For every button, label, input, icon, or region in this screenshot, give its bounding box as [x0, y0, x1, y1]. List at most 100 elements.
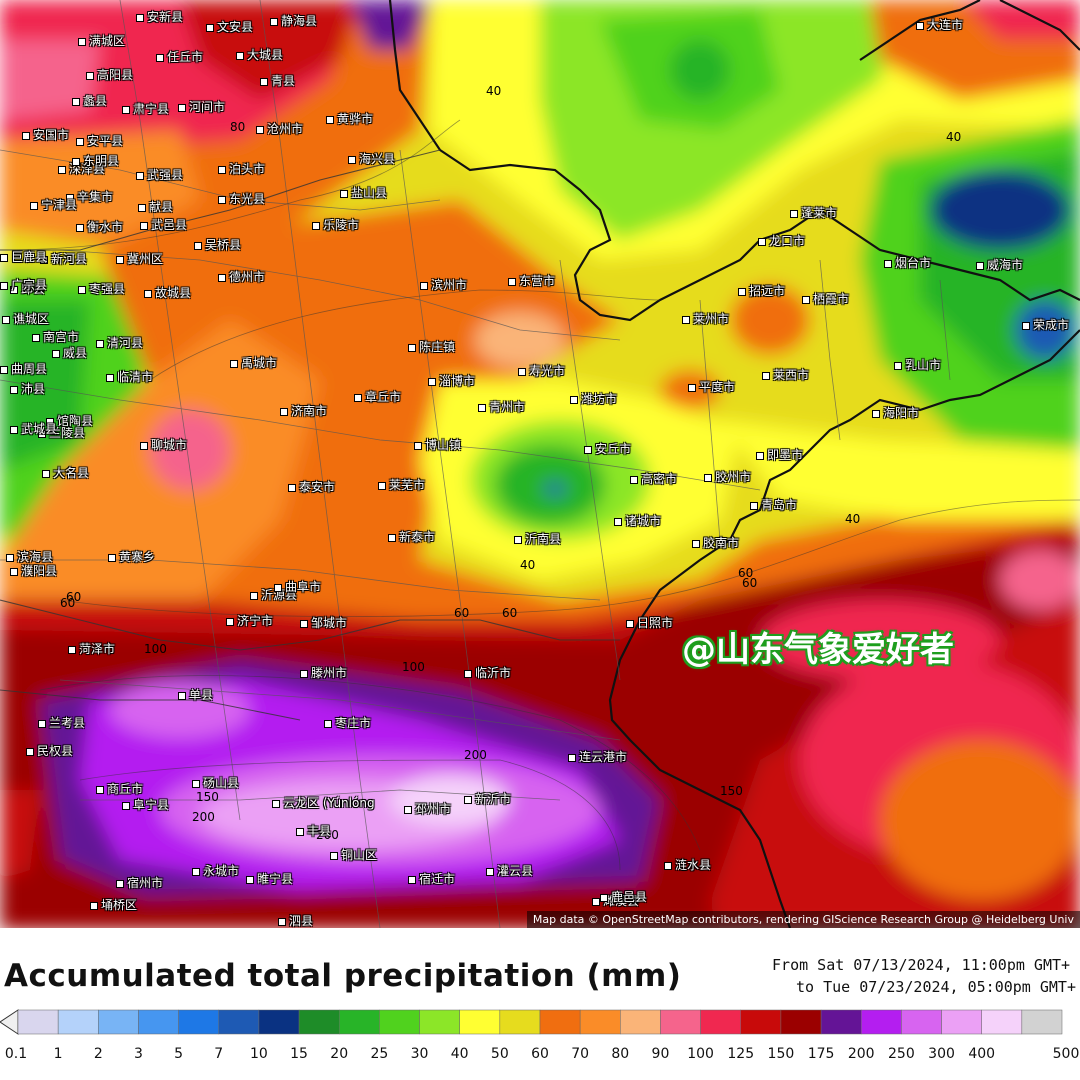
city-label: 莱西市 [762, 366, 809, 383]
legend-swatch [700, 1009, 742, 1035]
legend-swatch [1021, 1009, 1063, 1035]
legend-tick-label: 250 [888, 1046, 915, 1062]
city-label: 涟水县 [664, 856, 711, 873]
city-label: 新泰市 [388, 528, 435, 545]
legend-tick-label: 5 [174, 1046, 184, 1062]
city-label: 吴桥县 [194, 236, 241, 253]
legend-tick-label: 100 [687, 1046, 714, 1062]
map-attribution[interactable]: Map data © OpenStreetMap contributors, r… [526, 911, 1080, 928]
city-label: 临沂市 [464, 664, 511, 681]
city-label: 阜宁县 [122, 796, 169, 813]
time-range-from: From Sat 07/13/2024, 11:00pm GMT+ [772, 956, 1071, 974]
legend-tick-label: 20 [330, 1046, 349, 1062]
city-label: 满城区 [78, 32, 125, 49]
city-label: 安平县 [76, 132, 123, 149]
legend-tick-label: 90 [651, 1046, 670, 1062]
map-canvas [0, 0, 1080, 928]
legend-tick-label: 0.1 [4, 1046, 28, 1062]
city-label: 沂南县 [514, 530, 561, 547]
city-label: 安新县 [136, 8, 183, 25]
city-label: 即墨市 [756, 446, 803, 463]
city-label: 连云港市 [568, 748, 627, 765]
city-label: 泗县 [278, 912, 313, 928]
city-label: 蠡县 [72, 92, 107, 109]
legend-tick-label: 125 [727, 1046, 755, 1062]
legend-swatch [901, 1009, 942, 1035]
city-label: 枣强县 [78, 280, 125, 297]
city-label: 新河县 [40, 250, 87, 267]
contour-label: 40 [486, 84, 502, 98]
city-label: 安丘市 [584, 440, 631, 457]
city-label: 单县 [178, 686, 213, 703]
city-label: 莱州市 [682, 310, 729, 327]
city-label: 沧州市 [256, 120, 303, 137]
city-label: 烟台市 [884, 254, 931, 271]
city-label: 邹城市 [300, 614, 347, 631]
city-label: 莱芜市 [378, 476, 425, 493]
city-label: 博山镇 [414, 436, 461, 453]
city-label: 丰县 [296, 822, 331, 839]
city-label: 临清市 [106, 368, 153, 385]
legend-swatch [298, 1009, 340, 1035]
legend-swatch [419, 1009, 460, 1035]
legend-swatch [539, 1009, 581, 1035]
city-label: 献县 [138, 198, 173, 215]
city-label: 栖霞市 [802, 290, 849, 307]
city-label: 青州市 [478, 398, 525, 415]
city-label: 滨州市 [420, 276, 467, 293]
city-label: 威县 [52, 344, 87, 361]
city-label: 滕州市 [300, 664, 347, 681]
city-label: 兰考县 [38, 714, 85, 731]
city-label: 高密市 [630, 470, 677, 487]
legend-swatch [338, 1009, 380, 1035]
legend-swatch [218, 1009, 260, 1035]
city-label: 兰陵县 [38, 424, 85, 441]
city-label: 邳州市 [404, 800, 451, 817]
legend-tick-label: 30 [410, 1046, 429, 1062]
city-label: 菏泽市 [68, 640, 115, 657]
legend-tick-label: 2 [93, 1046, 103, 1062]
precip-field [0, 0, 1080, 928]
city-label: 黄骅市 [326, 110, 373, 127]
legend-tick-label: 70 [571, 1046, 590, 1062]
city-label: 埇桥区 [90, 896, 137, 913]
city-label: 曲阜市 [274, 578, 321, 595]
city-label: 乐陵市 [312, 216, 359, 233]
legend-tick-label: 50 [490, 1046, 509, 1062]
city-label: 济宁市 [226, 612, 273, 629]
city-label: 故城县 [144, 284, 191, 301]
legend-tick-label: 40 [450, 1046, 469, 1062]
legend-tick-label: 175 [807, 1046, 835, 1062]
city-label: 宿迁市 [408, 870, 455, 887]
legend-swatch [620, 1009, 661, 1035]
city-label: 济南市 [280, 402, 327, 419]
color-legend [0, 1009, 1063, 1035]
city-label: 德州市 [218, 268, 265, 285]
watermark: @山东气象爱好者 [682, 630, 954, 670]
contour-label: 100 [402, 660, 425, 674]
legend-tick-label: 15 [290, 1046, 308, 1062]
precipitation-map[interactable]: 40 80 40 40 40 60 60 60 100 150 200 100 … [0, 0, 1080, 928]
city-label: 海阳市 [872, 404, 919, 421]
city-label: 辛集市 [66, 188, 113, 205]
legend-swatch [981, 1009, 1023, 1035]
city-label: 东明县 [72, 152, 119, 169]
time-range-to: to Tue 07/23/2024, 05:00pm GMT+ [796, 978, 1076, 996]
legend-swatch [98, 1009, 139, 1035]
city-label: 海兴县 [348, 150, 395, 167]
city-label: 濮阳县 [10, 562, 57, 579]
city-label: 新沂市 [464, 790, 511, 807]
city-label: 肃宁县 [122, 100, 169, 117]
city-label: 东光县 [218, 190, 265, 207]
city-label: 衡水市 [76, 218, 123, 235]
city-label: 曲周县 [0, 360, 47, 377]
city-label: 枣庄市 [324, 714, 371, 731]
legend-tick-label: 80 [611, 1046, 630, 1062]
city-label: 武邑县 [140, 216, 187, 233]
city-label: 滨海县 [6, 548, 53, 565]
city-label: 黄寨乡 [108, 548, 155, 565]
city-label: 清河县 [96, 334, 143, 351]
city-label: 招远市 [738, 282, 785, 299]
contour-label: 60 [738, 566, 754, 580]
